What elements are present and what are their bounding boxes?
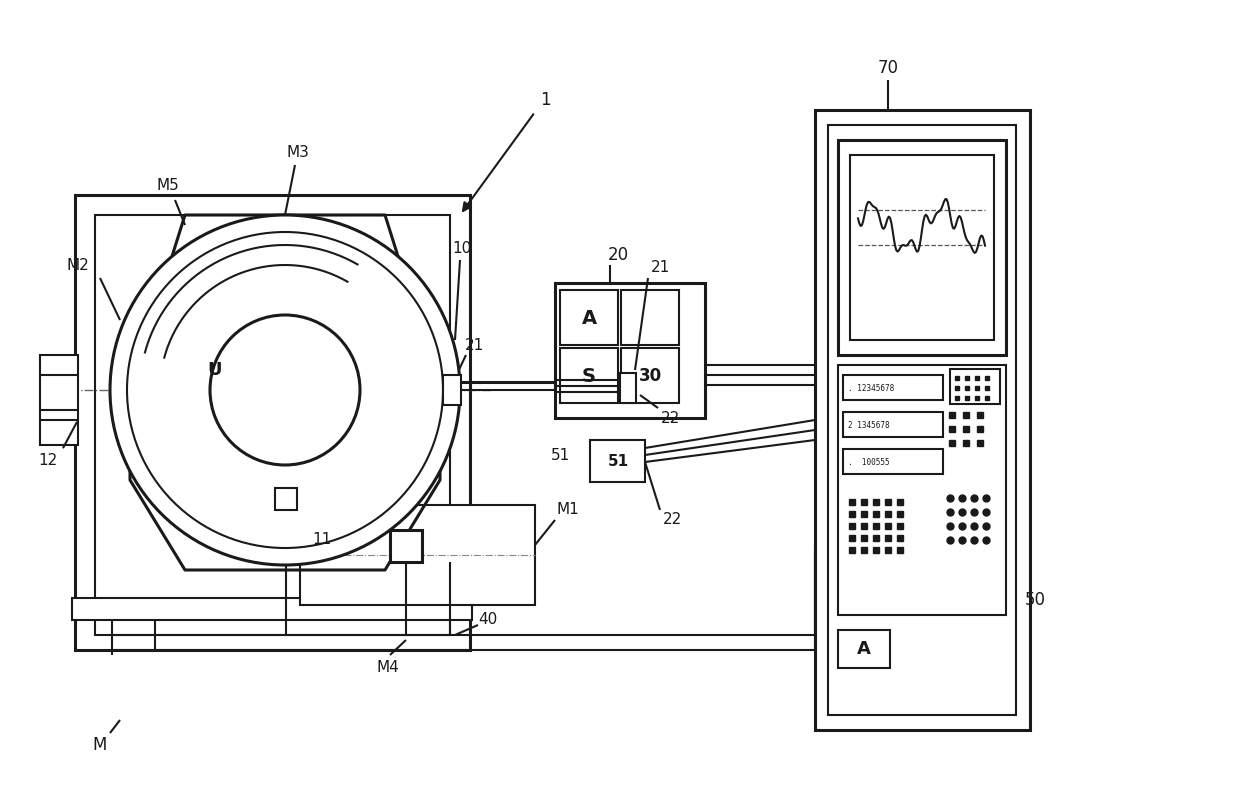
Bar [621,348,680,403]
Bar [838,365,1006,615]
Bar [560,348,618,403]
Text: .  100555: . 100555 [848,458,889,467]
Bar [40,355,78,445]
Text: 50: 50 [1024,591,1045,609]
Text: A: A [857,640,870,658]
Text: 30: 30 [639,367,662,385]
Text: 2 1345678: 2 1345678 [848,421,889,430]
Bar [95,215,450,635]
Bar [843,449,942,474]
Text: M1: M1 [557,502,579,518]
Bar [950,369,999,404]
Circle shape [126,232,443,548]
Text: 22: 22 [661,410,680,426]
Text: S: S [582,366,596,386]
Bar [621,290,680,345]
Text: A: A [582,308,596,328]
Bar [556,283,706,418]
Bar [620,373,636,403]
Bar [560,290,618,345]
Text: M: M [93,736,107,754]
Bar [72,598,472,620]
Circle shape [110,215,460,565]
Bar [843,375,942,400]
Text: M4: M4 [377,660,399,676]
Text: . 12345678: . 12345678 [848,383,894,392]
Bar [590,440,645,482]
Bar [849,155,994,340]
Text: 51: 51 [608,454,629,468]
Bar [838,140,1006,355]
Bar [391,530,422,562]
Text: 21: 21 [650,260,670,276]
Text: 20: 20 [608,246,629,264]
Text: M3: M3 [286,145,310,159]
Text: 11: 11 [312,532,331,548]
Bar [843,412,942,437]
Text: M5: M5 [156,177,180,193]
Text: U: U [208,361,222,379]
Text: 1: 1 [539,91,551,109]
Text: 10: 10 [453,240,471,256]
Bar [815,110,1030,730]
Text: 40: 40 [479,612,497,628]
Bar [275,488,298,510]
Text: 22: 22 [662,512,682,527]
Bar [300,505,534,605]
Bar [838,630,890,668]
Text: M2: M2 [67,257,89,273]
Text: 21: 21 [464,337,484,353]
Text: 51: 51 [551,447,569,463]
Text: 12: 12 [38,452,57,468]
Bar [828,125,1016,715]
Bar [443,375,461,405]
Text: 70: 70 [878,59,899,77]
Bar [74,195,470,650]
Circle shape [210,315,360,465]
